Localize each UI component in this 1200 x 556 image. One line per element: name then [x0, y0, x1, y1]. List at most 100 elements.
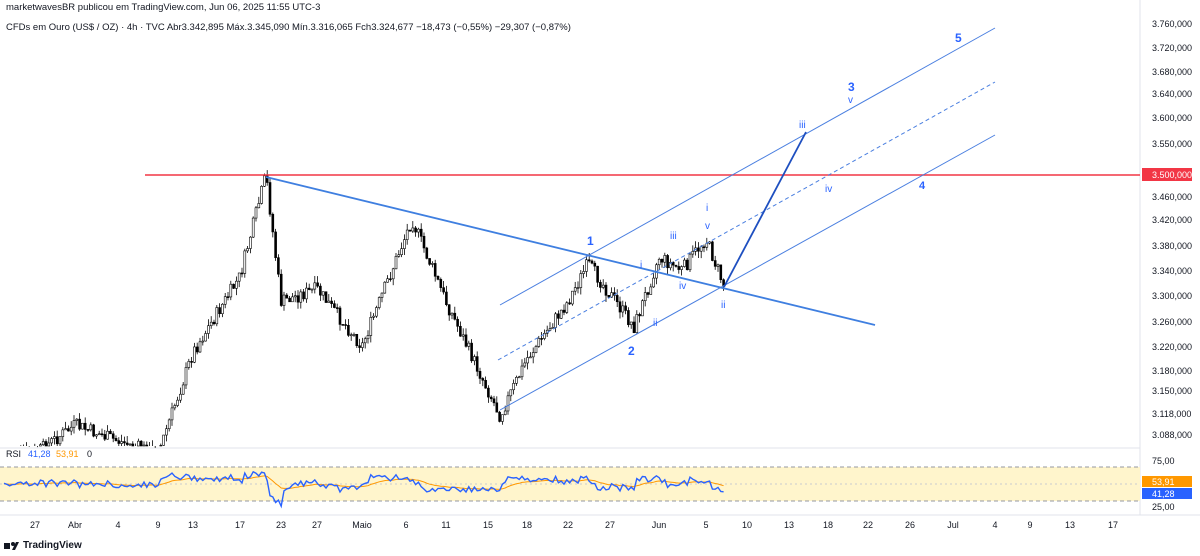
candle-body	[72, 420, 76, 428]
candle-body	[487, 387, 490, 398]
candle-body	[498, 411, 501, 422]
candle-body	[369, 317, 373, 336]
downtrend-line[interactable]	[265, 176, 876, 326]
candle-body	[44, 441, 48, 447]
candle-body	[338, 307, 342, 325]
rsi-ma-value: 53,91	[56, 449, 79, 459]
candle-body	[83, 422, 87, 430]
candle-body	[573, 287, 577, 292]
price-tick: 3.088,000	[1152, 430, 1192, 440]
price-axis[interactable]: 3.760,000 3.720,000 3.680,000 3.640,000 …	[1142, 19, 1192, 440]
candle-body	[120, 441, 123, 444]
candle-body	[198, 341, 202, 353]
candle-body	[543, 333, 546, 339]
wave-v-2: v	[848, 95, 853, 106]
candle-body	[237, 272, 241, 282]
candle-body	[459, 325, 462, 337]
candle-body	[699, 246, 703, 252]
rsi-lines-group	[3, 470, 724, 509]
candle-body	[433, 263, 437, 277]
candle-body	[635, 314, 639, 333]
candle-body	[187, 361, 191, 368]
candle-body	[162, 434, 165, 446]
candle-body	[366, 335, 370, 340]
candle-body	[291, 296, 294, 303]
date-tick: Maio	[352, 520, 372, 530]
wave-4-label: 4	[919, 180, 926, 192]
candle-body	[439, 279, 443, 288]
candle-body	[450, 312, 454, 316]
price-tick: 3.640,000	[1152, 89, 1192, 99]
date-tick: 26	[905, 520, 915, 530]
wave-5-label: 5	[955, 31, 962, 45]
candle-body	[81, 422, 84, 430]
candle-body	[607, 295, 611, 298]
rsi-ma-badge	[1142, 476, 1192, 487]
candle-body	[649, 286, 653, 295]
candle-body	[254, 207, 258, 219]
candle-body	[274, 231, 277, 258]
candle-body	[226, 296, 230, 298]
candle-body	[565, 302, 569, 313]
wave-projection[interactable]	[723, 131, 807, 288]
symbol-line: CFDs em Ouro (US$ / OZ) · 4h · TVC Abr3.…	[6, 22, 571, 33]
candle-body	[97, 433, 101, 436]
candle-body	[405, 229, 409, 240]
candle-body	[106, 430, 109, 440]
candle-body	[641, 300, 644, 317]
candle-body	[305, 287, 308, 300]
candle-body	[559, 309, 563, 319]
candle-body	[372, 315, 375, 318]
tradingview-icon	[4, 541, 19, 550]
candle-body	[484, 379, 487, 389]
candle-body	[663, 255, 667, 263]
candle-body	[271, 213, 275, 233]
rsi-title: RSI	[6, 449, 21, 459]
date-tick: 5	[703, 520, 708, 530]
candle-body	[333, 303, 336, 308]
candle-body	[604, 284, 608, 296]
candle-body	[341, 324, 345, 326]
candle-body	[428, 258, 431, 265]
candle-body	[411, 227, 415, 232]
price-tick: 3.380,000	[1152, 241, 1192, 251]
candle-body	[204, 333, 207, 342]
candle-body	[123, 441, 126, 444]
date-tick: 22	[863, 520, 873, 530]
candle-body	[501, 414, 504, 422]
candle-body	[223, 296, 227, 305]
candle-body	[478, 371, 482, 379]
candle-body	[442, 287, 445, 293]
price-tick: 3.340,000	[1152, 266, 1192, 276]
candle-body	[593, 262, 597, 267]
candle-body	[520, 365, 524, 378]
candle-body	[111, 433, 115, 439]
candle-body	[464, 334, 468, 347]
candle-body	[263, 175, 266, 187]
candle-body	[660, 258, 664, 263]
tradingview-logo[interactable]: TradingView	[4, 540, 82, 551]
candle-body	[302, 291, 305, 300]
candle-body	[481, 378, 485, 381]
candle-body	[55, 436, 59, 445]
candle-body	[475, 356, 479, 372]
candle-body	[517, 376, 521, 379]
candle-body	[671, 261, 675, 266]
price-tick: 3.550,000	[1152, 139, 1192, 149]
date-axis[interactable]: 27 Abr 4 9 13 17 23 27 Maio 6 11 15 18 22 27 Jun 5 10 13 18…	[30, 520, 1118, 530]
candle-body	[260, 185, 263, 204]
candle-body	[78, 418, 81, 430]
wave-v-1: v	[705, 221, 710, 232]
candle-body	[711, 241, 714, 261]
channel-upper[interactable]	[499, 27, 996, 306]
rsi-ma-line	[3, 475, 724, 490]
channel-mid[interactable]	[497, 81, 996, 361]
candle-body	[363, 338, 367, 344]
candle-body	[176, 399, 179, 406]
candle-body	[447, 304, 451, 316]
price-tick: 3.150,000	[1152, 386, 1192, 396]
candle-body	[576, 287, 580, 289]
candle-body	[243, 250, 247, 274]
channel-lower[interactable]	[499, 134, 996, 411]
